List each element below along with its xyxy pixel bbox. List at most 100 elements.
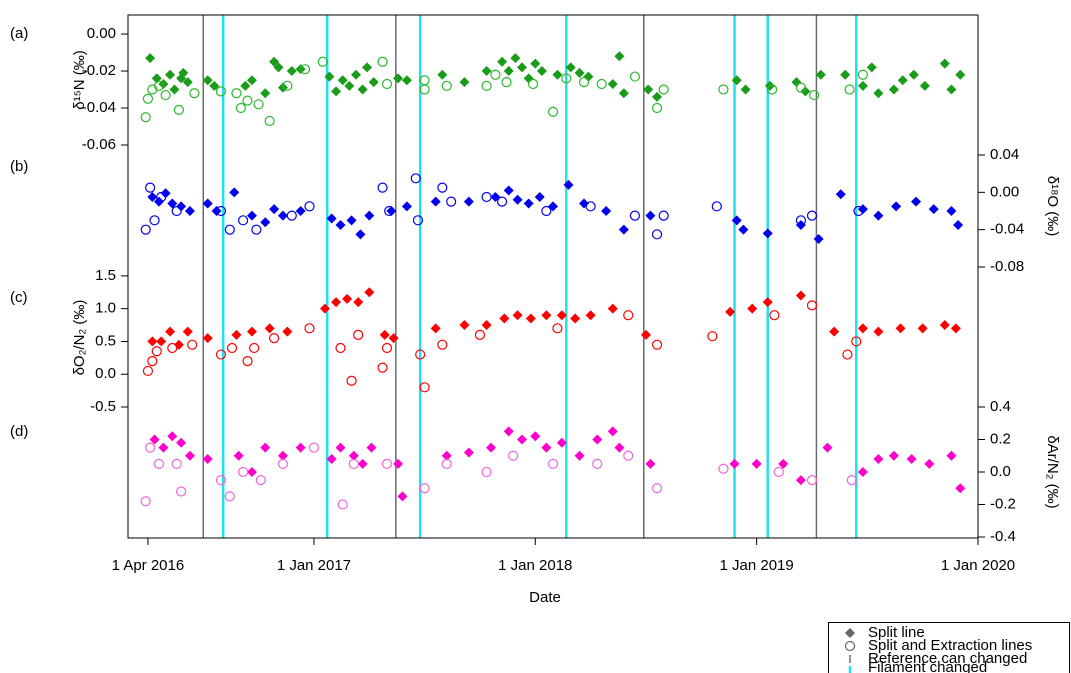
point (430, 196, 441, 207)
point (815, 69, 826, 80)
panel-label: (c) (10, 289, 28, 306)
point (738, 224, 749, 235)
point (231, 88, 242, 99)
point (795, 82, 807, 93)
point (335, 219, 346, 230)
point (853, 205, 864, 217)
point (651, 483, 663, 494)
point (888, 84, 899, 95)
point (510, 53, 521, 64)
point (344, 80, 355, 91)
point (570, 313, 581, 324)
point (873, 454, 884, 464)
x-tick-label: 1 Apr 2016 (112, 557, 185, 574)
point (419, 84, 430, 95)
point (651, 339, 663, 350)
series (149, 426, 966, 502)
plot-frame (127, 14, 979, 539)
point (778, 458, 789, 469)
point (202, 454, 213, 464)
point (592, 458, 603, 469)
y-tick-label: 0.00 (990, 183, 1019, 200)
point (840, 69, 851, 80)
point (651, 102, 663, 114)
point (459, 77, 470, 88)
point (364, 210, 375, 221)
point (158, 442, 169, 453)
point (806, 475, 818, 486)
point (264, 115, 275, 127)
point (614, 51, 625, 62)
point (800, 86, 811, 97)
point (441, 450, 452, 461)
legend-label: Filament changed (868, 659, 987, 673)
series (142, 300, 862, 393)
point (851, 336, 862, 347)
point (574, 67, 585, 78)
x-tick-label: 1 Jan 2019 (720, 557, 794, 574)
point (908, 69, 919, 80)
point (496, 196, 508, 207)
panel-label: (d) (10, 423, 28, 440)
x-tick-label: 1 Jan 2020 (941, 557, 1015, 574)
point (857, 80, 868, 91)
point (769, 310, 780, 321)
point (740, 84, 751, 95)
point (176, 437, 187, 448)
point (353, 329, 364, 340)
event-lines (202, 15, 858, 538)
point (348, 450, 359, 461)
point (202, 198, 213, 209)
point (523, 198, 534, 209)
point (437, 182, 448, 193)
point (474, 329, 486, 340)
point (246, 326, 257, 337)
legend-diamond (845, 628, 855, 638)
point (953, 219, 964, 230)
point (618, 224, 629, 235)
point (335, 342, 346, 354)
point (795, 475, 806, 486)
point (791, 77, 802, 88)
y-tick-label: 0.04 (990, 146, 1019, 163)
point (182, 326, 193, 337)
point (762, 297, 773, 308)
point (503, 426, 514, 437)
point (326, 213, 337, 224)
y-tick-label: 0.0 (990, 463, 1011, 480)
legend: Split line Split and Extraction lines Re… (828, 622, 1070, 673)
point (459, 320, 470, 331)
point (346, 375, 357, 386)
point (592, 434, 603, 445)
series (147, 179, 964, 244)
point (534, 191, 545, 202)
point (530, 431, 541, 442)
point (215, 86, 227, 97)
y-tick-label: -0.04 (990, 221, 1024, 238)
point (499, 313, 510, 324)
point (607, 426, 618, 437)
point (381, 458, 393, 469)
point (357, 84, 368, 95)
point (295, 442, 306, 453)
legend-label: Split line (868, 624, 925, 641)
point (335, 442, 346, 453)
point (813, 233, 824, 244)
point (184, 205, 195, 216)
point (891, 201, 902, 212)
point (324, 71, 335, 82)
point (490, 69, 501, 80)
point (142, 365, 154, 377)
point (731, 215, 742, 226)
point (924, 458, 935, 469)
point (481, 320, 492, 331)
point (508, 450, 519, 461)
point (140, 112, 151, 123)
point (919, 80, 930, 91)
point (806, 210, 818, 221)
point (731, 75, 742, 86)
point (268, 333, 280, 344)
point (415, 349, 426, 360)
point (412, 215, 424, 226)
point (269, 204, 280, 215)
